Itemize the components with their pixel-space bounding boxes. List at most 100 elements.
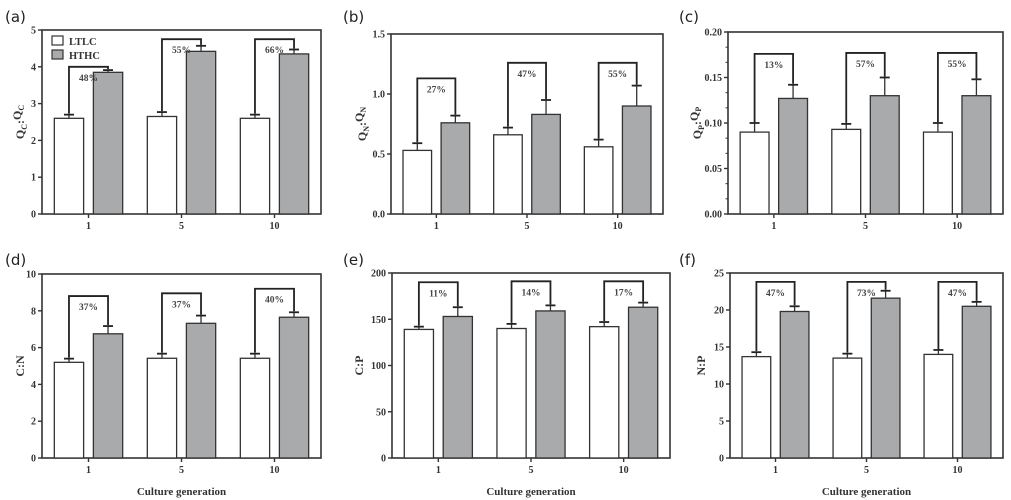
y-tick-label: 8 xyxy=(31,306,36,317)
percent-label: 48% xyxy=(79,74,98,84)
bar-hthc xyxy=(531,113,561,215)
percent-label: 27% xyxy=(427,85,446,95)
y-tick-label: 4 xyxy=(31,62,36,73)
percent-label: 11% xyxy=(429,289,447,299)
percent-label: 73% xyxy=(857,289,876,299)
y-tick-label: 0 xyxy=(381,454,386,465)
bar-ltlc xyxy=(403,328,435,459)
x-tick-label: 1 xyxy=(773,465,778,476)
y-axis-title: C:P xyxy=(352,356,366,376)
y-axis-title-part: Q xyxy=(13,130,27,139)
comparison-bracket xyxy=(417,281,459,326)
comparison-bracket xyxy=(416,77,457,143)
bar-ltlc xyxy=(53,361,85,459)
bar-ltlc xyxy=(588,325,620,459)
percent-label: 47% xyxy=(518,70,537,80)
bar-ltlc xyxy=(739,131,770,215)
bar-hthc xyxy=(870,297,901,459)
bar-hthc xyxy=(185,50,217,215)
y-axis-title-subscript: C xyxy=(17,105,26,111)
y-tick-label: 0.10 xyxy=(705,119,723,130)
legend-label: HTHC xyxy=(69,51,100,62)
bar-ltlc xyxy=(402,149,433,215)
x-tick-label: 1 xyxy=(436,465,441,476)
x-tick-label: 1 xyxy=(771,221,776,232)
panel-f: (f) 0 5 10 15 20 25 N:P 1 47% 5 73% 10 47% Culture gen… xyxy=(679,251,1004,498)
bar-ltlc xyxy=(146,357,178,459)
x-tick-label: 5 xyxy=(864,465,869,476)
y-tick-label: 200 xyxy=(371,269,386,280)
bar-hthc xyxy=(185,322,217,459)
x-tick-label: 10 xyxy=(619,465,629,476)
bar-hthc xyxy=(621,105,652,215)
x-tick-label: 5 xyxy=(525,221,530,232)
comparison-bracket xyxy=(755,280,796,352)
comparison-bracket xyxy=(161,292,202,353)
percent-label: 57% xyxy=(856,60,875,70)
x-axis-title: Culture generation xyxy=(822,486,911,498)
bar-ltlc xyxy=(832,357,863,459)
bar-ltlc xyxy=(496,327,527,459)
y-axis-title-part: Q xyxy=(10,111,24,120)
comparison-bracket xyxy=(161,38,202,112)
y-axis-title: N:P xyxy=(694,356,708,376)
percent-label: 37% xyxy=(79,303,98,313)
panel-label: (b) xyxy=(343,8,364,26)
y-tick-label: 4 xyxy=(31,380,36,391)
percent-label: 37% xyxy=(172,300,191,310)
bar-hthc xyxy=(627,306,659,459)
y-tick-label: 1 xyxy=(31,173,36,184)
bar-hthc xyxy=(869,95,900,215)
y-tick-label: 0.00 xyxy=(705,210,723,221)
y-axis-title-part: Q xyxy=(352,113,366,122)
y-axis-title-subscript: P xyxy=(694,107,703,112)
y-tick-label: 2 xyxy=(31,417,36,428)
x-tick-label: 10 xyxy=(270,221,280,232)
y-axis-title: QN:QN xyxy=(352,107,371,141)
comparison-bracket xyxy=(937,52,978,122)
bar-hthc xyxy=(961,305,992,459)
y-tick-label: 25 xyxy=(714,269,724,280)
bar-ltlc xyxy=(922,131,954,215)
bar-hthc xyxy=(278,53,310,215)
y-axis-title-subscript: C xyxy=(20,124,29,130)
y-axis-title: QP:QP xyxy=(687,107,706,140)
y-axis-title-subscript: N xyxy=(362,126,371,132)
percent-label: 13% xyxy=(764,61,783,71)
x-tick-label: 5 xyxy=(179,221,184,232)
percent-label: 40% xyxy=(265,296,284,306)
comparison-bracket xyxy=(254,287,295,353)
comparison-bracket xyxy=(603,280,645,322)
panel-label: (c) xyxy=(679,8,699,26)
x-tick-label: 10 xyxy=(953,465,963,476)
y-tick-label: 5 xyxy=(31,26,36,37)
y-tick-label: 20 xyxy=(714,306,724,317)
y-tick-label: 3 xyxy=(31,99,36,110)
x-tick-label: 10 xyxy=(613,221,623,232)
y-tick-label: 15 xyxy=(714,343,724,354)
y-axis-title-part: Q xyxy=(687,112,701,121)
panel-label: (a) xyxy=(5,8,26,26)
panel-label: (e) xyxy=(343,251,364,269)
panel-e: (e) 0 50 100 150 200 C:P 1 11% 5 14% 10 17% Culture g… xyxy=(343,251,671,498)
bar-hthc xyxy=(535,310,566,459)
y-tick-label: 2 xyxy=(31,136,36,147)
y-tick-label: 150 xyxy=(371,315,386,326)
y-tick-label: 0.5 xyxy=(373,150,386,161)
percent-label: 47% xyxy=(766,289,785,299)
y-tick-label: 0.15 xyxy=(705,73,723,84)
comparison-bracket xyxy=(507,61,547,127)
x-tick-label: 1 xyxy=(434,221,439,232)
bar-hthc xyxy=(440,122,471,215)
bar-hthc xyxy=(278,316,310,459)
comparison-bracket xyxy=(845,52,886,123)
x-axis-title: Culture generation xyxy=(137,486,226,498)
x-tick-label: 5 xyxy=(529,465,534,476)
y-axis-title-part: Q xyxy=(355,132,369,141)
percent-label: 14% xyxy=(522,288,541,298)
y-tick-label: 5 xyxy=(719,417,724,428)
y-tick-label: 1.5 xyxy=(373,30,386,41)
bar-ltlc xyxy=(493,134,523,215)
bar-hthc xyxy=(961,95,992,215)
